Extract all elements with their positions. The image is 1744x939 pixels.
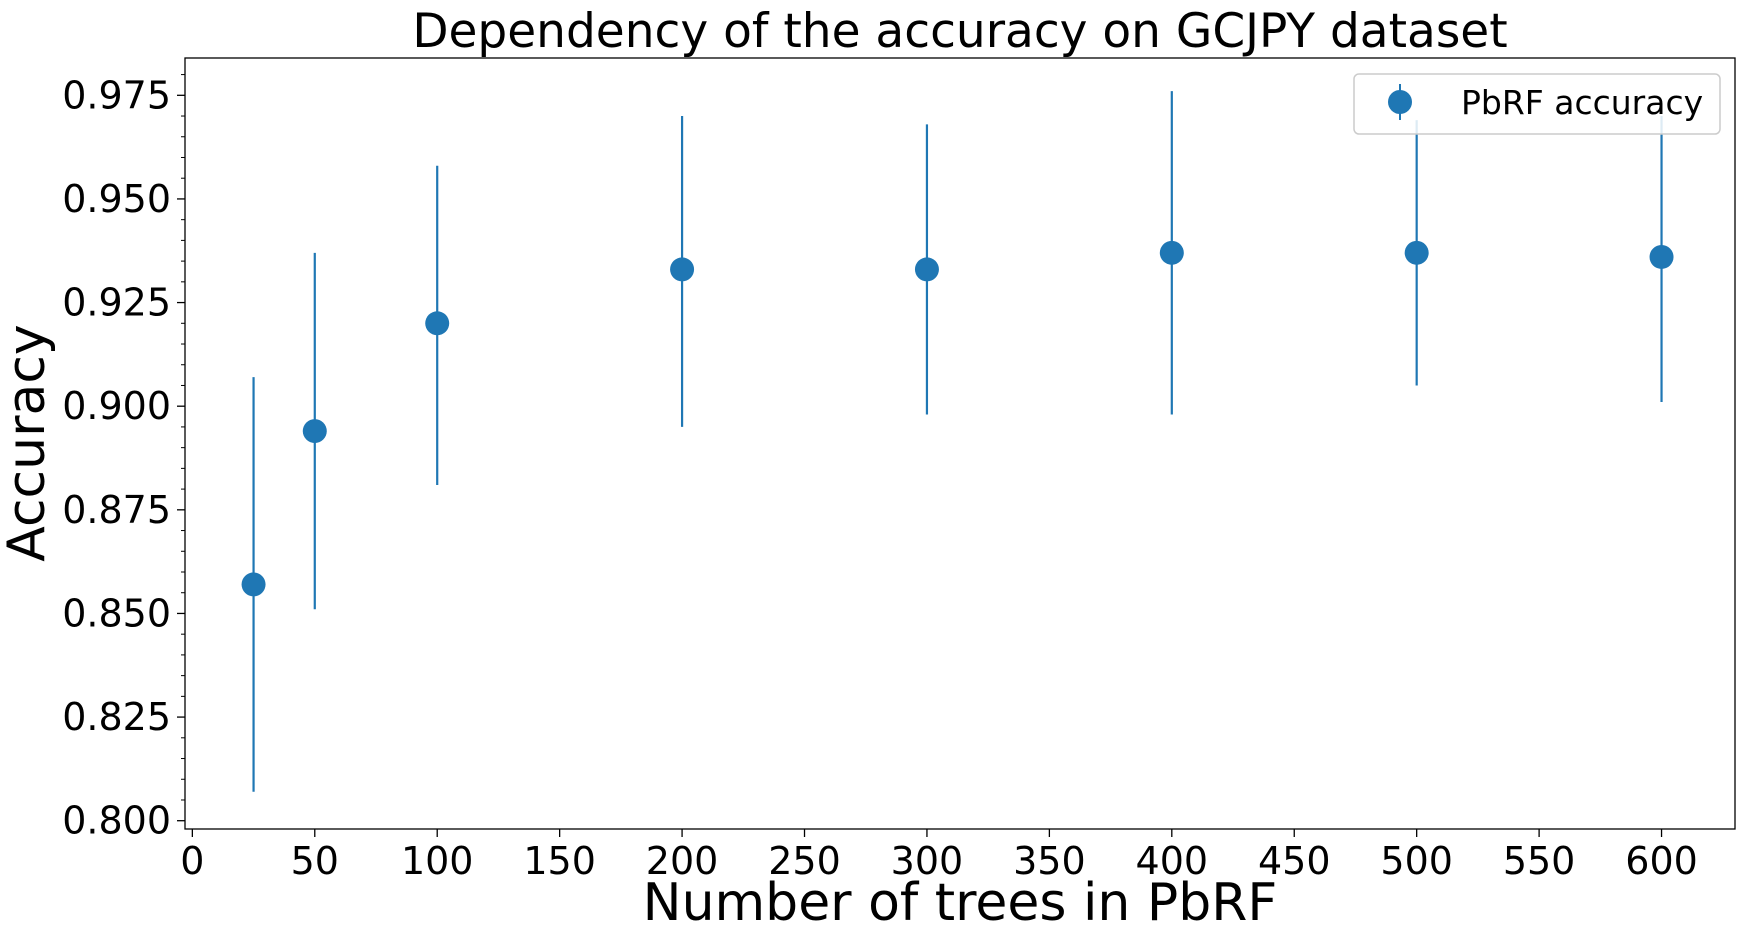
x-tick-label: 450 [1258,839,1331,883]
y-tick-label: 0.925 [62,281,171,325]
ticks-layer: 0 50 100 150 200 250 300 350 400 450 500 550 600 0.80… [62,73,1698,883]
data-point [1159,240,1184,265]
y-tick-label: 0.900 [62,384,171,428]
x-tick-label: 350 [1013,839,1086,883]
plot-layer [241,91,1674,792]
chart-title: Dependency of the accuracy on GCJPY data… [412,4,1507,59]
x-axis-label: Number of trees in PbRF [643,873,1278,933]
x-tick-label: 200 [646,839,719,883]
legend: PbRF accuracy [1353,73,1721,135]
y-tick-label: 0.975 [62,73,171,117]
x-tick-label: 150 [523,839,596,883]
x-tick-label: 100 [401,839,474,883]
x-tick-label: 0 [180,839,204,883]
x-tick-label: 50 [291,839,339,883]
legend-point-marker [1388,90,1412,114]
data-point [670,257,695,282]
x-tick-label: 400 [1136,839,1209,883]
y-axis-label: Accuracy [0,324,57,561]
x-tick-label: 600 [1625,839,1698,883]
data-point [302,419,327,444]
data-point [914,257,939,282]
x-tick-label: 300 [891,839,964,883]
y-tick-label: 0.850 [62,591,171,635]
data-point [241,572,266,597]
x-tick-label: 550 [1503,839,1576,883]
x-tick-label: 250 [768,839,841,883]
legend-box [1353,73,1721,135]
data-point [1404,240,1429,265]
data-point [1649,244,1674,269]
y-tick-label: 0.825 [62,695,171,739]
y-tick-label: 0.800 [62,799,171,843]
plot-frame [184,57,1736,830]
y-tick-label: 0.950 [62,177,171,221]
data-point [425,311,450,336]
legend-label: PbRF accuracy [1461,83,1703,122]
y-tick-label: 0.875 [62,488,171,532]
x-tick-label: 500 [1380,839,1453,883]
